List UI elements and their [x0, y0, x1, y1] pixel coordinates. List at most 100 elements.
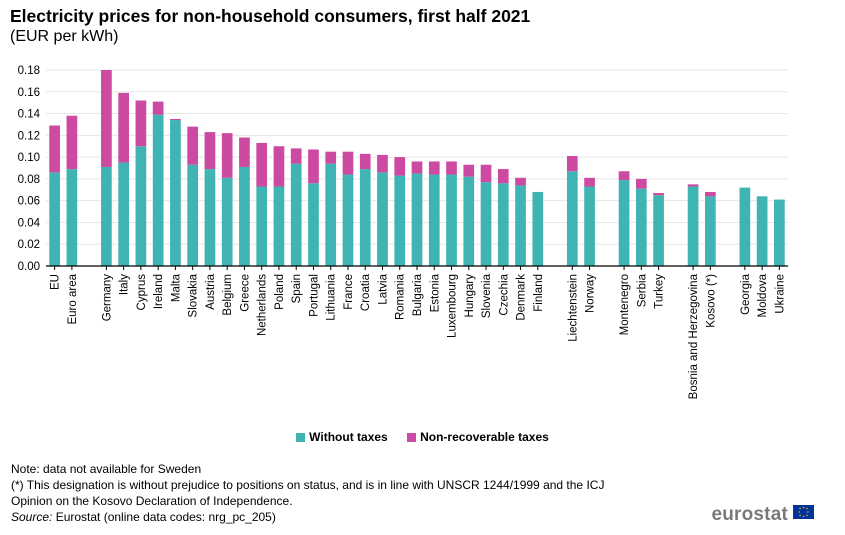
bar-without-taxes: [187, 164, 199, 266]
bar-non-recoverable-taxes: [635, 178, 647, 189]
bar-non-recoverable-taxes: [66, 115, 78, 170]
eurostat-logo: eurostat: [711, 504, 788, 525]
y-tick-label: 0.16: [18, 87, 40, 99]
bar-without-taxes: [101, 166, 112, 266]
x-tick-label: Ukraine: [774, 274, 786, 314]
bar-non-recoverable-taxes: [653, 193, 664, 196]
bar-without-taxes: [394, 175, 406, 266]
x-tick-label: Germany: [101, 274, 113, 322]
x-tick-label: Belgium: [222, 274, 234, 316]
bar-without-taxes: [239, 166, 250, 266]
bar-non-recoverable-taxes: [618, 171, 630, 180]
bar-non-recoverable-taxes: [463, 164, 475, 177]
x-tick-label: Italy: [119, 274, 131, 295]
bar-without-taxes: [152, 114, 164, 267]
bar-non-recoverable-taxes: [480, 164, 492, 183]
bar-without-taxes: [273, 186, 285, 266]
chart-title: Electricity prices for non-household con…: [10, 6, 531, 26]
bar-without-taxes: [704, 196, 716, 266]
x-tick-label: Croatia: [360, 273, 372, 311]
x-tick-label: Euro area: [67, 273, 79, 324]
y-tick-label: 0.14: [18, 109, 41, 121]
bar-without-taxes: [256, 186, 268, 266]
bar-non-recoverable-taxes: [566, 156, 578, 172]
bar-non-recoverable-taxes: [308, 149, 319, 184]
eu-flag-icon: [793, 505, 814, 519]
bar-non-recoverable-taxes: [394, 157, 406, 176]
bar-non-recoverable-taxes: [256, 142, 268, 187]
source-note: Source: Eurostat (online data codes: nrg…: [11, 509, 604, 525]
y-tick-label: 0.18: [18, 65, 40, 77]
bar-non-recoverable-taxes: [446, 161, 457, 175]
x-tick-label: Georgia: [740, 273, 752, 315]
x-tick-label: Ireland: [153, 274, 165, 309]
x-tick-label: Lithuania: [326, 273, 338, 320]
x-tick-label: Czechia: [498, 273, 510, 315]
x-tick-label: Montenegro: [619, 274, 631, 335]
x-tick-label: Bosnia and Herzegovina: [688, 273, 700, 399]
note-kosovo-line1: (*) This designation is without prejudic…: [11, 478, 605, 492]
x-tick-label: France: [343, 274, 355, 310]
bar-without-taxes: [377, 172, 388, 266]
note-sweden: Note: data not available for Sweden: [11, 462, 202, 476]
x-tick-label: Malta: [170, 273, 182, 302]
bar-without-taxes: [480, 182, 492, 266]
x-tick-label: Moldova: [757, 273, 769, 317]
y-tick-label: 0.04: [18, 217, 41, 229]
bar-without-taxes: [446, 174, 457, 266]
bar-without-taxes: [221, 177, 233, 266]
x-tick-label: Turkey: [654, 274, 666, 309]
bar-without-taxes: [325, 163, 337, 266]
y-tick-label: 0.06: [18, 196, 40, 208]
bar-non-recoverable-taxes: [204, 132, 216, 170]
chart-legend: Without taxes Non-recoverable taxes: [0, 430, 845, 445]
y-tick-label: 0.00: [18, 261, 40, 273]
bar-non-recoverable-taxes: [118, 92, 130, 163]
bar-non-recoverable-taxes: [584, 177, 595, 187]
bar-without-taxes: [618, 179, 630, 266]
x-tick-label: Netherlands: [257, 274, 269, 336]
bar-non-recoverable-taxes: [377, 154, 388, 173]
bar-chart: 0.00 0.02 0.04 0.06 0.08 0.10 0.12 0.14 0.16 0.18…: [18, 65, 788, 399]
x-tick-label: Finland: [533, 274, 545, 312]
source-text: Eurostat (online data codes: nrg_pc_205): [52, 510, 276, 524]
x-tick-label: Serbia: [636, 273, 648, 307]
bar-without-taxes: [49, 172, 60, 266]
x-tick-label: Liechtenstein: [567, 274, 579, 342]
x-tick-label: Portugal: [308, 274, 320, 317]
bar-without-taxes: [532, 191, 544, 266]
bar-without-taxes: [515, 185, 526, 266]
x-tick-label: EU: [50, 274, 62, 290]
x-tick-label: Greece: [239, 274, 251, 312]
bar-non-recoverable-taxes: [101, 70, 112, 167]
legend-label-without-taxes: Without taxes: [309, 430, 388, 444]
bar-without-taxes: [118, 162, 130, 266]
x-tick-label: Denmark: [516, 274, 528, 321]
bar-without-taxes: [290, 163, 302, 266]
x-tick-label: Romania: [395, 273, 407, 320]
bar-non-recoverable-taxes: [687, 184, 699, 187]
note-kosovo-line2: Opinion on the Kosovo Declaration of Ind…: [11, 494, 293, 508]
bar-non-recoverable-taxes: [497, 169, 509, 184]
bar-without-taxes: [774, 199, 785, 266]
bar-without-taxes: [584, 186, 595, 266]
x-tick-label: Latvia: [377, 273, 389, 304]
x-tick-label: Spain: [291, 274, 303, 303]
bar-non-recoverable-taxes: [221, 133, 233, 178]
bar-non-recoverable-taxes: [290, 148, 302, 164]
legend-swatch-without-taxes: [296, 432, 306, 442]
bar-non-recoverable-taxes: [515, 177, 526, 186]
bar-without-taxes: [170, 120, 181, 266]
chart-notes: Note: data not available for Sweden (*) …: [11, 461, 604, 525]
x-tick-label: Estonia: [429, 273, 441, 312]
x-tick-label: Austria: [205, 273, 217, 309]
bar-without-taxes: [756, 196, 768, 266]
x-tick-label: Norway: [585, 274, 597, 313]
bar-without-taxes: [428, 174, 440, 266]
bar-without-taxes: [635, 188, 647, 266]
legend-swatch-non-recoverable-taxes: [407, 432, 417, 442]
bar-non-recoverable-taxes: [273, 146, 285, 187]
bar-non-recoverable-taxes: [152, 101, 164, 115]
bar-non-recoverable-taxes: [342, 151, 354, 175]
bar-without-taxes: [463, 176, 475, 266]
